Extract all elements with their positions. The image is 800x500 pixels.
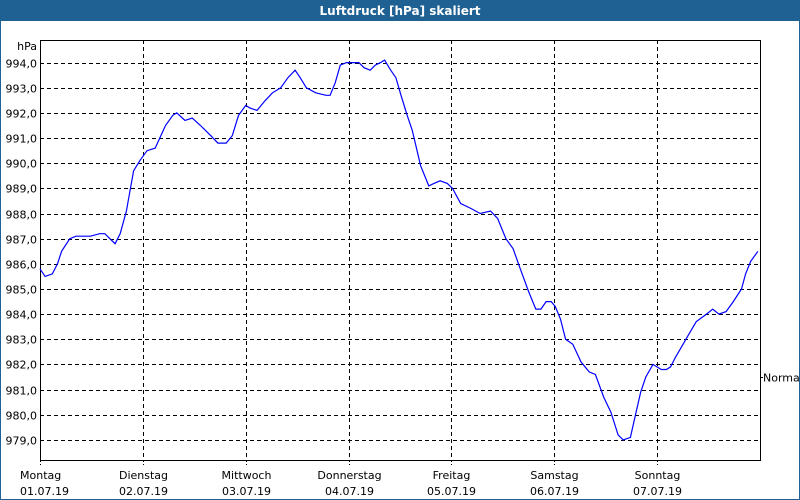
x-tick-date: 05.07.19 [427,485,476,498]
window-title: Luftdruck [hPa] skaliert [1,1,799,21]
x-tick-day: Mittwoch [222,469,272,482]
x-tick-date: 03.07.19 [222,485,271,498]
y-tick-label: 992,0 [6,108,38,121]
plot-frame [40,40,761,461]
y-tick-label: 986,0 [6,259,38,272]
y-tick-label: 985,0 [6,284,38,297]
x-tick-day: Sonntag [635,469,681,482]
x-tick-date: 02.07.19 [119,485,168,498]
y-tick-label: 982,0 [6,359,38,372]
y-tick-label: 984,0 [6,309,38,322]
x-tick-date: 06.07.19 [530,485,579,498]
y-tick-label: 990,0 [6,158,38,171]
y-axis-label: hPa [17,40,37,53]
x-tick-date: 07.07.19 [633,485,682,498]
x-tick-day: Donnerstag [317,469,381,482]
x-tick-date: 01.07.19 [20,485,69,498]
x-tick-day: Freitag [433,469,471,482]
x-tick-day: Samstag [530,469,578,482]
y-tick-label: 989,0 [6,183,38,196]
y-tick-label: 983,0 [6,334,38,347]
normal-label: Normal [763,372,800,385]
x-tick-day: Montag [20,469,61,482]
y-tick-label: 993,0 [6,83,38,96]
y-tick-label: 987,0 [6,234,38,247]
y-tick-label: 991,0 [6,133,38,146]
pressure-line [39,59,759,441]
y-tick-label: 979,0 [6,435,38,448]
x-tick-date: 04.07.19 [325,485,374,498]
y-tick-label: 981,0 [6,385,38,398]
y-tick-label: 988,0 [6,209,38,222]
y-tick-label: 980,0 [6,410,38,423]
y-tick-label: 994,0 [6,58,38,71]
x-tick-day: Dienstag [119,469,168,482]
